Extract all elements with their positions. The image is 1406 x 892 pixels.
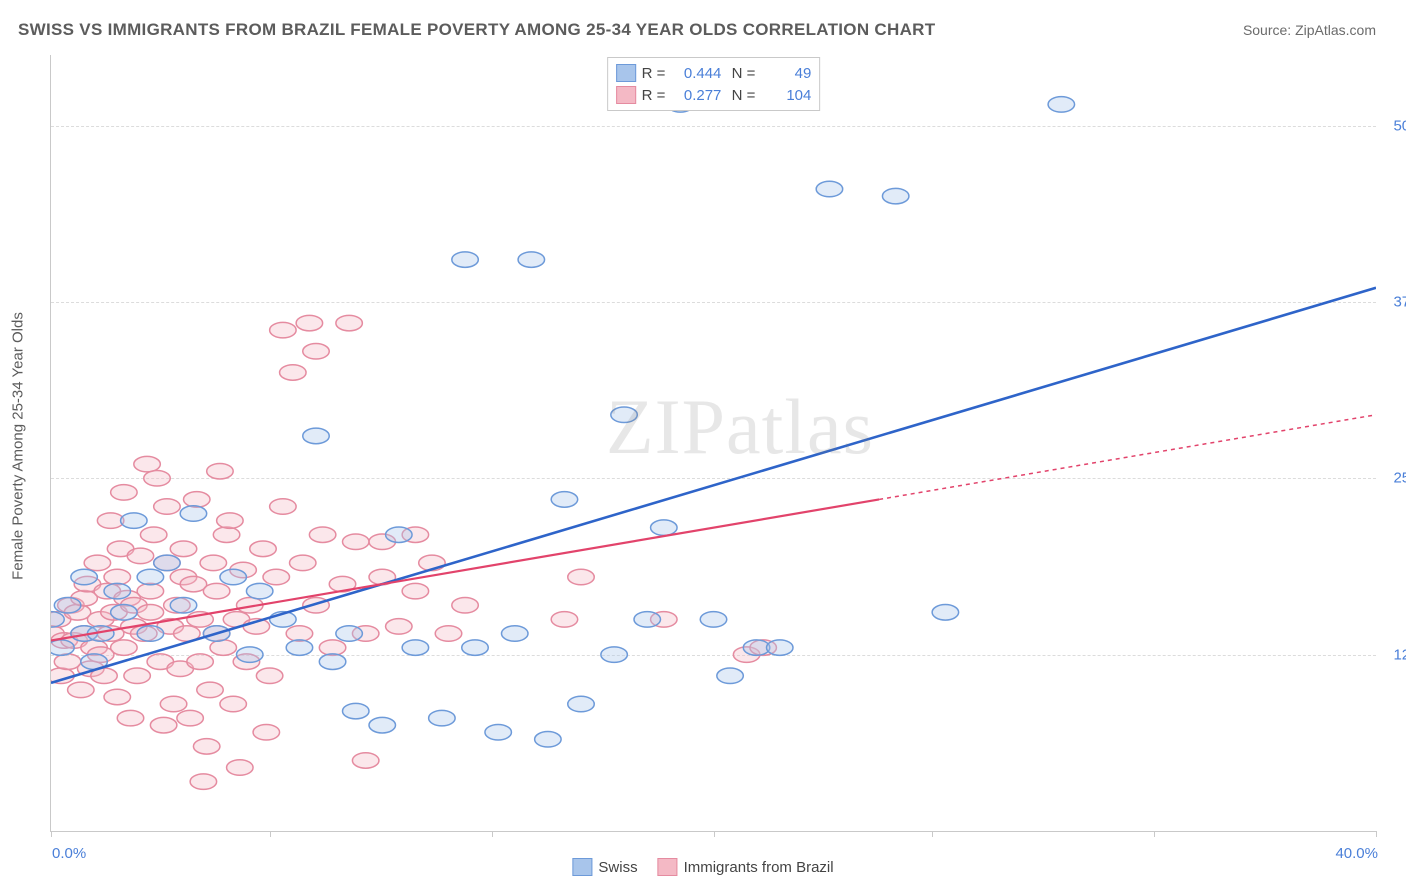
x-tick xyxy=(270,831,271,837)
y-tick-label: 37.5% xyxy=(1393,293,1406,310)
source-attribution: Source: ZipAtlas.com xyxy=(1243,22,1376,38)
scatter-plot-svg xyxy=(51,55,1376,831)
series-legend: Swiss Immigrants from Brazil xyxy=(572,858,833,876)
legend-item: Swiss xyxy=(572,858,637,876)
r-label: R = xyxy=(642,87,666,104)
x-axis-min-label: 0.0% xyxy=(52,845,86,862)
y-tick-label: 50.0% xyxy=(1393,117,1406,134)
r-label: R = xyxy=(642,65,666,82)
correlation-legend: R = 0.444 N = 49 R = 0.277 N = 104 xyxy=(607,57,821,111)
n-value: 104 xyxy=(761,87,811,104)
y-axis-label: Female Poverty Among 25-34 Year Olds xyxy=(10,312,27,580)
r-value: 0.444 xyxy=(671,65,721,82)
x-tick xyxy=(1154,831,1155,837)
x-tick xyxy=(492,831,493,837)
legend-swatch xyxy=(658,858,678,876)
n-label: N = xyxy=(727,87,755,104)
x-tick xyxy=(1376,831,1377,837)
chart-plot-area: R = 0.444 N = 49 R = 0.277 N = 104 ZIPat… xyxy=(50,55,1376,832)
legend-swatch xyxy=(616,64,636,82)
legend-label: Immigrants from Brazil xyxy=(684,859,834,876)
r-value: 0.277 xyxy=(671,87,721,104)
legend-swatch xyxy=(572,858,592,876)
n-label: N = xyxy=(727,65,755,82)
n-value: 49 xyxy=(761,65,811,82)
x-tick xyxy=(51,831,52,837)
y-tick-label: 12.5% xyxy=(1393,646,1406,663)
legend-label: Swiss xyxy=(598,859,637,876)
legend-swatch xyxy=(616,86,636,104)
x-tick xyxy=(714,831,715,837)
legend-stat-row: R = 0.277 N = 104 xyxy=(616,84,812,106)
y-tick-label: 25.0% xyxy=(1393,470,1406,487)
x-tick xyxy=(932,831,933,837)
x-axis-max-label: 40.0% xyxy=(1335,845,1378,862)
chart-title: SWISS VS IMMIGRANTS FROM BRAZIL FEMALE P… xyxy=(18,20,935,40)
legend-item: Immigrants from Brazil xyxy=(658,858,834,876)
legend-stat-row: R = 0.444 N = 49 xyxy=(616,62,812,84)
